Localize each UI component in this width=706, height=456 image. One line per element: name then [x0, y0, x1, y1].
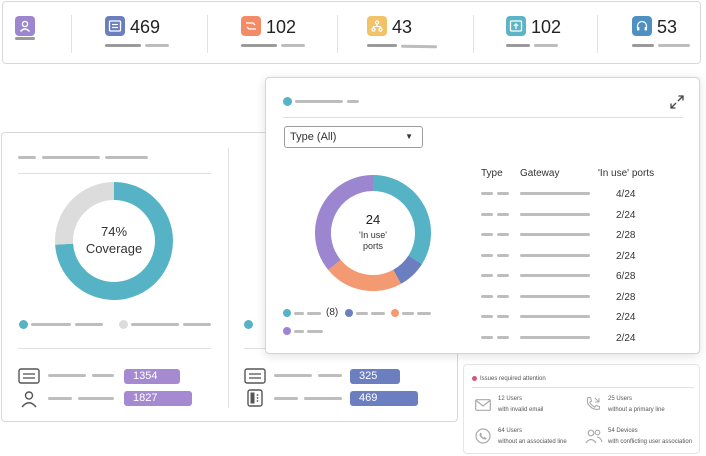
legend-dot-uncovered	[119, 320, 128, 329]
column-header-ports: 'In use' ports	[598, 168, 655, 179]
stats-bar: 469 102 43 102 53	[2, 1, 701, 64]
type-filter-select[interactable]: Type (All) ▼	[284, 126, 423, 148]
placeholder-bar	[481, 294, 493, 298]
placeholder-bar	[481, 233, 493, 236]
legend-dot	[391, 309, 399, 317]
ports-count: 24	[365, 212, 381, 227]
legend-dot	[244, 320, 253, 329]
type-filter-value: Type (All)	[290, 131, 337, 143]
pill-value: 325	[350, 369, 400, 384]
placeholder-bar	[520, 294, 590, 298]
person-icon	[20, 390, 38, 413]
column-header-type: Type	[481, 168, 503, 179]
popup-title-dot	[283, 97, 292, 106]
placeholder-bar	[481, 192, 493, 195]
ports-in-use-cell: 2/28	[616, 291, 636, 303]
issue-line1: 54 Devices	[608, 428, 638, 434]
issues-title: Issues required attention	[480, 376, 546, 382]
issue-line2: with conflicting user association	[608, 439, 693, 445]
placeholder-bar	[497, 192, 509, 195]
id-card-icon	[244, 368, 266, 389]
legend-dot	[345, 309, 353, 317]
ports-in-use-cell: 4/24	[616, 189, 636, 200]
coverage-donut-chart	[55, 182, 173, 300]
coverage-percent: 74%	[100, 224, 128, 239]
ports-in-use-cell: 6/28	[616, 271, 636, 282]
placeholder-bar	[520, 212, 590, 216]
placeholder-bar	[497, 212, 509, 216]
placeholder-bar	[497, 274, 509, 277]
upload-box-icon	[506, 16, 526, 36]
routing-icon	[241, 16, 261, 36]
phone-circle-icon	[475, 428, 491, 449]
stat-value: 43	[392, 17, 413, 37]
placeholder-bar	[481, 253, 493, 257]
stat-value: 469	[130, 17, 161, 37]
placeholder-bar	[497, 253, 509, 257]
issue-line2: without a primary line	[608, 407, 665, 413]
ports-in-use-cell: 2/28	[616, 230, 636, 241]
donut-segment-0	[372, 175, 431, 265]
placeholder-bar	[520, 315, 590, 318]
placeholder-bar	[520, 335, 590, 339]
stat-value: 102	[266, 17, 297, 37]
column-header-gateway: Gateway	[520, 168, 560, 179]
placeholder-bar	[481, 274, 493, 277]
placeholder-bar	[520, 233, 590, 236]
placeholder-bar	[481, 212, 493, 216]
legend-dot-covered	[19, 320, 28, 329]
placeholder-bar	[497, 294, 509, 298]
placeholder-bar	[497, 315, 509, 318]
issue-line2: without an associated line	[498, 439, 567, 445]
pill-value: 469	[350, 391, 418, 406]
stat-value: 53	[657, 17, 678, 37]
ports-in-use-cell: 2/24	[616, 250, 636, 262]
placeholder-bar	[520, 274, 590, 277]
ports-label-line1: 'In use'	[359, 230, 387, 240]
placeholder-bar	[481, 315, 493, 318]
stat-value: 102	[531, 17, 562, 37]
donut-segment-3	[315, 175, 374, 270]
desk-phone-icon	[246, 389, 264, 412]
placeholder-bar	[481, 335, 493, 339]
donut-segment-2	[328, 259, 401, 291]
donut-segment-0	[55, 182, 173, 300]
issue-line1: 64 Users	[498, 428, 523, 434]
placeholder-bar	[497, 335, 509, 339]
placeholder-bar	[520, 253, 590, 257]
pill-value: 1827	[124, 391, 192, 406]
issue-line1: 25 Users	[608, 396, 633, 402]
legend-value: (8)	[326, 307, 339, 318]
legend-dot	[283, 309, 291, 317]
id-card-icon	[18, 368, 40, 389]
pill-value: 1354	[124, 369, 180, 384]
ports-popup: Type (All) ▼ 24 'In use' ports (8) Type …	[265, 77, 700, 354]
placeholder-bar	[497, 233, 509, 236]
ports-in-use-cell: 2/24	[616, 209, 636, 221]
issues-panel: Issues required attention 12 Users with …	[463, 364, 700, 454]
ports-in-use-cell: 2/24	[616, 332, 636, 344]
issues-dot	[472, 376, 477, 381]
ports-label-line2: ports	[362, 241, 383, 251]
issue-line1: 12 Users	[498, 396, 523, 402]
mail-icon	[475, 398, 491, 416]
users-icon	[585, 428, 603, 449]
ports-donut-chart	[315, 175, 431, 291]
phone-call-icon	[585, 396, 601, 417]
network-icon	[367, 16, 387, 36]
chevron-down-icon: ▼	[405, 132, 413, 141]
legend-dot	[283, 327, 291, 335]
headset-icon	[632, 16, 652, 36]
ports-in-use-cell: 2/24	[616, 312, 636, 323]
issue-line2: with invalid email	[498, 407, 544, 413]
donut-segment-1	[392, 255, 422, 284]
donut-segment-1	[55, 182, 115, 245]
placeholder-bar	[520, 192, 590, 195]
user-icon	[15, 16, 35, 36]
expand-icon[interactable]	[670, 95, 684, 114]
id-card-icon	[105, 16, 125, 36]
coverage-label: Coverage	[85, 241, 143, 256]
